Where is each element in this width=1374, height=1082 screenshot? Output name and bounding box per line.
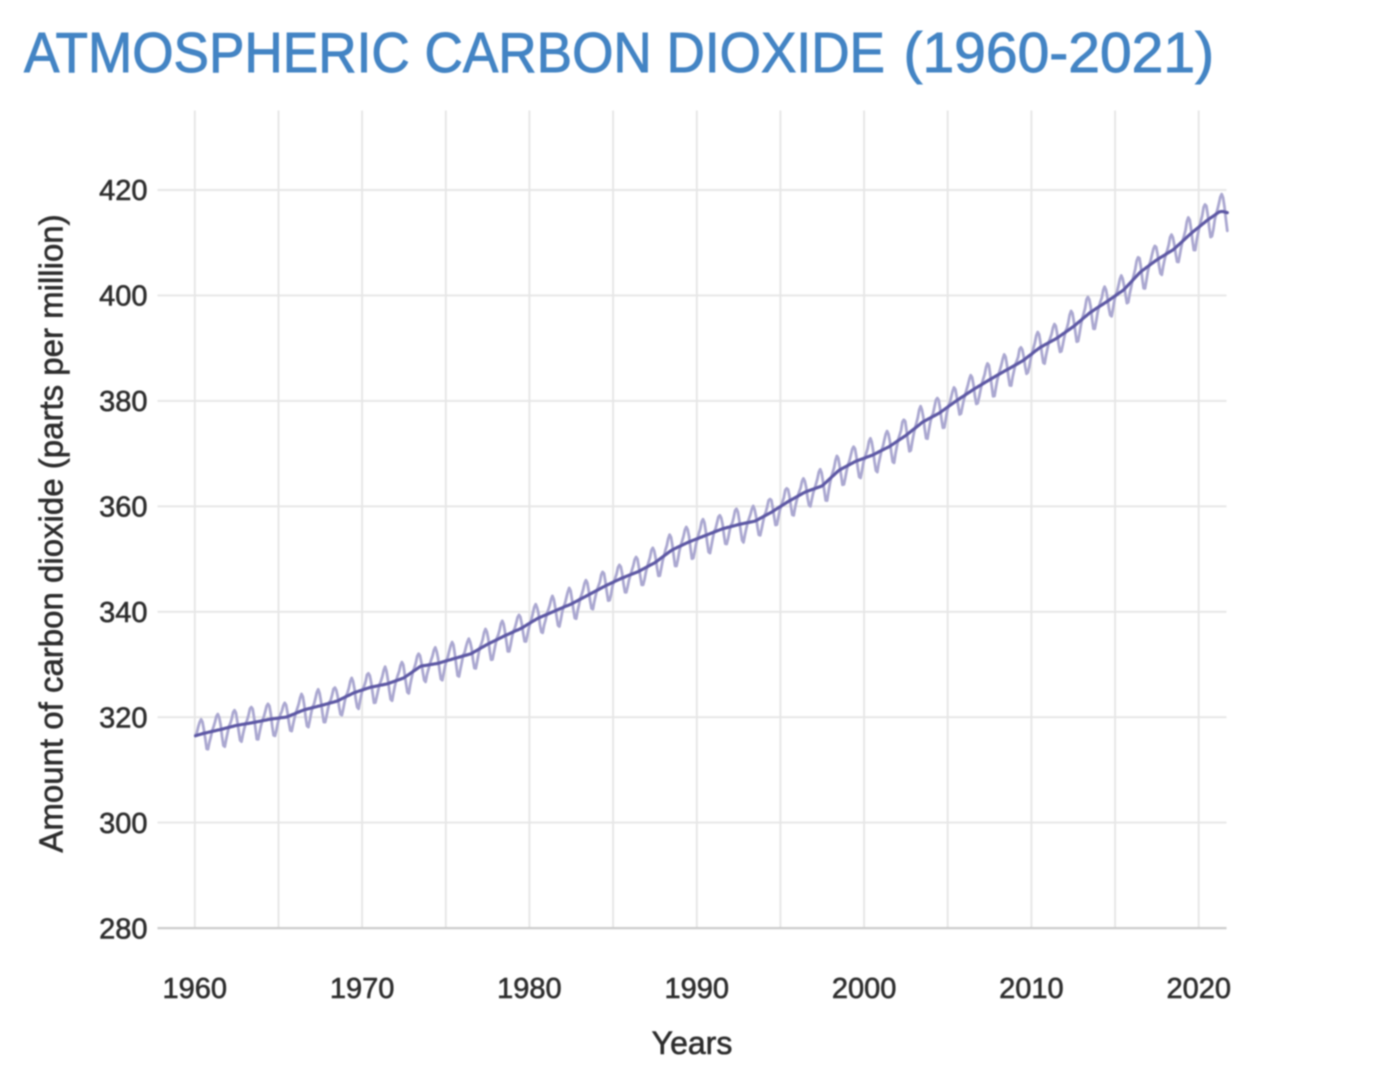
svg-text:320: 320: [99, 702, 147, 734]
svg-text:420: 420: [99, 175, 147, 207]
svg-text:400: 400: [99, 281, 147, 313]
svg-text:380: 380: [99, 386, 147, 418]
svg-text:340: 340: [99, 597, 147, 629]
svg-text:ATMOSPHERIC CARBON DIOXIDE: ATMOSPHERIC CARBON DIOXIDE: [24, 21, 885, 85]
svg-text:(1960-2021): (1960-2021): [904, 21, 1215, 85]
svg-text:2010: 2010: [999, 973, 1064, 1005]
svg-text:1980: 1980: [497, 973, 562, 1005]
svg-text:2000: 2000: [832, 973, 897, 1005]
svg-text:280: 280: [99, 913, 147, 945]
svg-text:1990: 1990: [665, 973, 730, 1005]
svg-text:1970: 1970: [330, 973, 395, 1005]
svg-text:Years: Years: [652, 1025, 733, 1061]
svg-text:1960: 1960: [163, 973, 228, 1005]
svg-text:Amount of carbon dioxide (part: Amount of carbon dioxide (parts per mill…: [33, 214, 70, 852]
svg-text:300: 300: [99, 808, 147, 840]
svg-text:360: 360: [99, 492, 147, 524]
svg-text:2020: 2020: [1166, 973, 1231, 1005]
